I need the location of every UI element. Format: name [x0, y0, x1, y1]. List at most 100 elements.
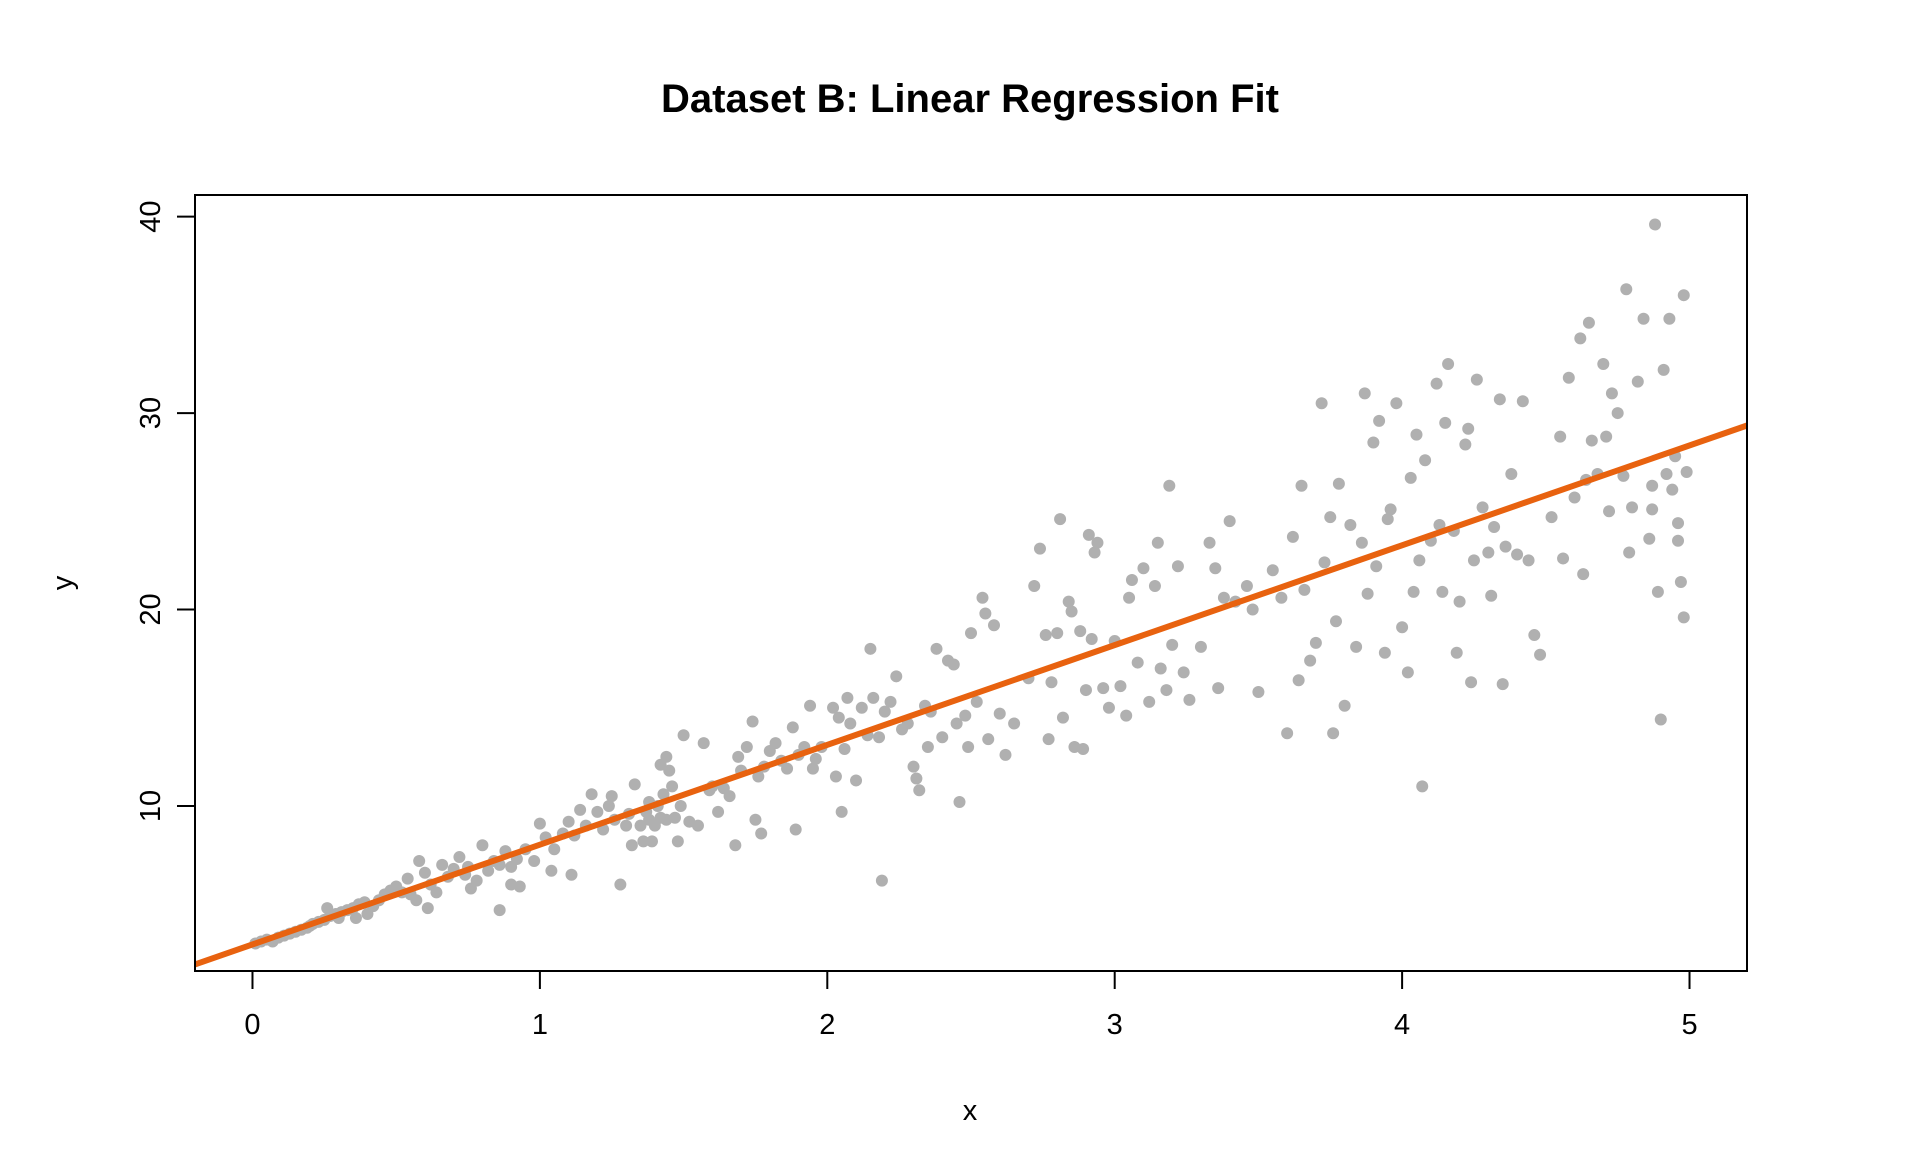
data-point — [999, 748, 1012, 761]
data-point — [875, 874, 888, 887]
data-point — [562, 815, 575, 828]
data-point — [855, 701, 868, 714]
data-point — [806, 762, 819, 775]
data-point — [1476, 501, 1489, 514]
data-point — [1085, 632, 1098, 645]
data-point — [476, 839, 489, 852]
data-point — [614, 878, 627, 891]
data-point — [1643, 532, 1656, 545]
data-point — [1154, 662, 1167, 675]
x-tick-label: 4 — [1394, 1009, 1410, 1041]
data-point — [740, 741, 753, 754]
data-point — [1433, 519, 1446, 532]
data-point — [729, 839, 742, 852]
data-point — [1042, 733, 1055, 746]
data-point — [1171, 560, 1184, 573]
data-point — [1077, 743, 1090, 756]
data-point — [671, 835, 684, 848]
x-axis: 0 1 2 3 4 5 — [244, 970, 1698, 1041]
data-point — [1465, 676, 1478, 689]
data-point — [1160, 684, 1173, 697]
data-point — [1582, 316, 1595, 329]
data-point — [418, 866, 431, 879]
data-point — [657, 788, 670, 801]
data-point — [1384, 503, 1397, 516]
data-point — [864, 642, 877, 655]
data-point — [1065, 605, 1078, 618]
data-point — [1062, 595, 1075, 608]
x-tick-label: 1 — [532, 1009, 548, 1041]
data-point — [401, 872, 414, 885]
data-point — [1672, 517, 1685, 530]
data-point — [1125, 574, 1138, 587]
data-point — [1470, 373, 1483, 386]
data-point — [436, 858, 449, 871]
data-point — [1496, 678, 1509, 691]
data-point — [1577, 568, 1590, 581]
x-tick-label: 3 — [1107, 1009, 1123, 1041]
data-point — [410, 894, 423, 907]
data-point — [1554, 430, 1567, 443]
data-point — [1677, 611, 1690, 624]
data-point — [1223, 515, 1236, 528]
data-point — [1416, 780, 1429, 793]
data-point — [1450, 646, 1463, 659]
data-point — [430, 886, 443, 899]
data-point — [482, 864, 495, 877]
data-point — [1330, 615, 1343, 628]
data-point — [660, 750, 673, 763]
data-point — [565, 868, 578, 881]
data-point — [987, 619, 1000, 632]
data-point — [1666, 483, 1679, 496]
data-point — [829, 770, 842, 783]
y-axis: 10 20 30 40 — [135, 200, 196, 822]
data-point — [493, 904, 506, 917]
data-point — [1338, 699, 1351, 712]
data-point — [1350, 640, 1363, 653]
data-point — [982, 733, 995, 746]
data-point — [1597, 357, 1610, 370]
data-point — [921, 741, 934, 754]
data-point — [1137, 562, 1150, 575]
data-point — [1574, 332, 1587, 345]
data-point — [637, 835, 650, 848]
data-point — [1381, 513, 1394, 526]
data-point — [1646, 479, 1659, 492]
data-point — [962, 741, 975, 754]
data-point — [1651, 585, 1664, 598]
data-point — [1056, 711, 1069, 724]
data-point — [1209, 562, 1222, 575]
data-point — [1102, 701, 1115, 714]
data-point — [970, 695, 983, 708]
data-point — [1528, 629, 1541, 642]
data-point — [1240, 579, 1253, 592]
data-point — [548, 843, 561, 856]
data-point — [1660, 467, 1673, 480]
data-point — [890, 670, 903, 683]
data-point — [1088, 546, 1101, 559]
data-point — [1318, 556, 1331, 569]
data-point — [585, 788, 598, 801]
y-tick-label: 10 — [135, 790, 167, 822]
data-point — [910, 772, 923, 785]
data-point — [723, 790, 736, 803]
data-point — [1114, 680, 1127, 693]
data-point — [620, 819, 633, 832]
data-point — [668, 811, 681, 824]
regression-line — [194, 422, 1748, 968]
data-point — [545, 864, 558, 877]
y-tick-label: 30 — [135, 397, 167, 429]
data-point — [1039, 629, 1052, 642]
data-point — [513, 880, 526, 893]
data-point — [884, 695, 897, 708]
data-point — [1511, 548, 1524, 561]
data-point — [878, 705, 891, 718]
data-point — [666, 780, 679, 793]
data-point — [421, 902, 434, 915]
data-point — [1482, 546, 1495, 559]
data-point — [936, 731, 949, 744]
data-point — [1266, 564, 1279, 577]
data-point — [1674, 576, 1687, 589]
data-point — [746, 715, 759, 728]
